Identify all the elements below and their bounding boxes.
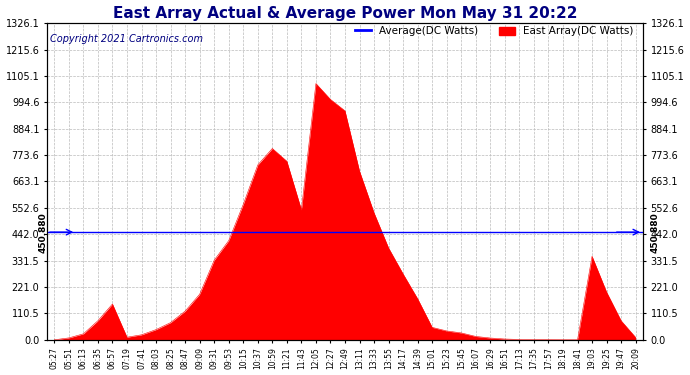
Text: 450.880: 450.880 <box>38 212 47 252</box>
Text: 450.880: 450.880 <box>650 212 659 252</box>
Text: Copyright 2021 Cartronics.com: Copyright 2021 Cartronics.com <box>50 34 203 44</box>
Title: East Array Actual & Average Power Mon May 31 20:22: East Array Actual & Average Power Mon Ma… <box>112 6 578 21</box>
Legend: Average(DC Watts), East Array(DC Watts): Average(DC Watts), East Array(DC Watts) <box>351 22 638 40</box>
